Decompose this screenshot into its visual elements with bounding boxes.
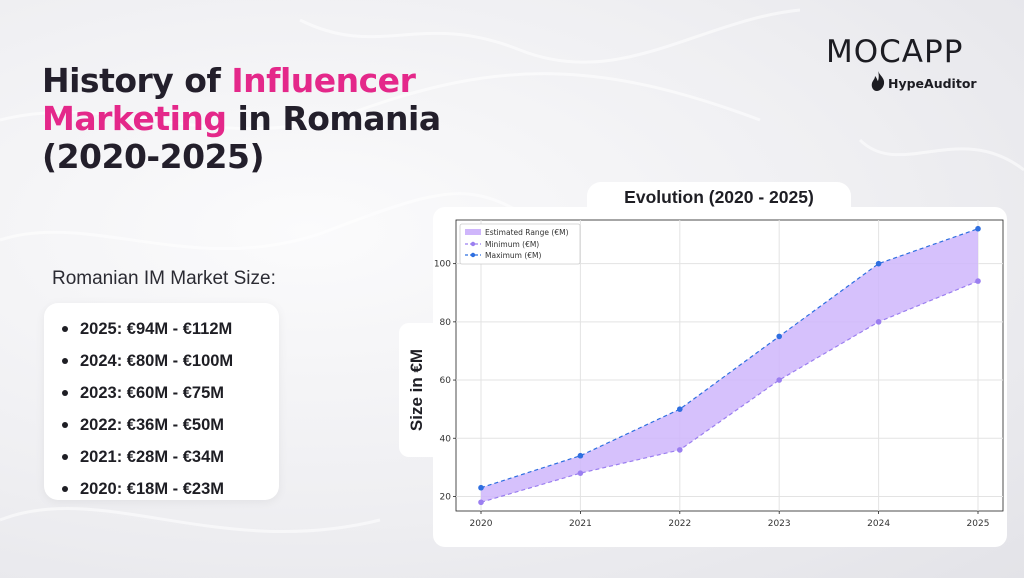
plot-frame bbox=[455, 219, 1004, 512]
maximum-series-point bbox=[975, 225, 981, 232]
brand-logo: MOCAPP HypeAuditor bbox=[822, 32, 982, 96]
x-tick-label: 2024 bbox=[867, 519, 890, 529]
minimum-series-point bbox=[975, 278, 981, 284]
maximum-series-point bbox=[577, 452, 584, 459]
minimum-series-point bbox=[577, 470, 584, 476]
x-tick-label: 2022 bbox=[668, 519, 691, 529]
chart-title: Evolution (2020 - 2025) bbox=[624, 187, 814, 207]
legend-marker-max bbox=[470, 252, 476, 258]
maximum-series-line bbox=[480, 228, 979, 489]
logo-wordmark: MOCAPP bbox=[826, 34, 964, 70]
title-highlight: Marketing bbox=[42, 99, 227, 138]
x-tick-label: 2025 bbox=[967, 519, 990, 529]
list-item: 2022: €36M - €50M bbox=[62, 409, 279, 441]
market-size-list: 2025: €94M - €112M 2024: €80M - €100M 20… bbox=[44, 303, 279, 505]
flame-icon bbox=[871, 71, 885, 91]
y-tick-label: 60 bbox=[440, 376, 452, 386]
title-highlight: Influencer bbox=[231, 61, 416, 100]
list-item: 2021: €28M - €34M bbox=[62, 441, 279, 473]
market-size-card: 2025: €94M - €112M 2024: €80M - €100M 20… bbox=[44, 303, 279, 500]
x-tick-label: 2023 bbox=[768, 519, 791, 529]
bullet-icon bbox=[62, 454, 68, 460]
ylabel-background bbox=[399, 323, 435, 457]
logo-subtitle: HypeAuditor bbox=[888, 76, 977, 91]
y-axis-label: Size in €M bbox=[407, 348, 426, 432]
bullet-icon bbox=[62, 390, 68, 396]
bullet-icon bbox=[62, 326, 68, 332]
bullet-icon bbox=[62, 358, 68, 364]
market-size-label: Romanian IM Market Size: bbox=[52, 268, 276, 289]
legend-label: Estimated Range (€M) bbox=[485, 228, 569, 237]
x-tick-label: 2020 bbox=[470, 519, 493, 529]
y-tick-label: 20 bbox=[440, 492, 452, 502]
range-band bbox=[481, 228, 978, 503]
list-item: 2024: €80M - €100M bbox=[62, 345, 279, 377]
maximum-series-point bbox=[776, 333, 782, 340]
list-item: 2025: €94M - €112M bbox=[62, 313, 279, 345]
bullet-icon bbox=[62, 486, 68, 492]
legend-label: Maximum (€M) bbox=[485, 251, 542, 260]
x-tick-label: 2021 bbox=[569, 519, 592, 529]
maximum-series-point bbox=[478, 484, 484, 491]
legend-label: Minimum (€M) bbox=[485, 240, 539, 249]
list-item: 2020: €18M - €23M bbox=[62, 473, 279, 505]
legend-marker-min bbox=[470, 241, 476, 247]
y-tick-label: 40 bbox=[440, 434, 452, 444]
minimum-series-point bbox=[875, 319, 882, 325]
legend-swatch-band bbox=[465, 229, 481, 235]
maximum-series-point bbox=[677, 406, 683, 412]
y-tick-label: 100 bbox=[434, 260, 451, 270]
list-item: 2023: €60M - €75M bbox=[62, 377, 279, 409]
minimum-series-point bbox=[677, 447, 683, 453]
bullet-icon bbox=[62, 422, 68, 428]
page-title: History of Influencer Marketing in Roman… bbox=[42, 61, 441, 176]
y-tick-label: 80 bbox=[440, 318, 452, 328]
legend-box bbox=[459, 223, 581, 265]
minimum-series-line bbox=[480, 280, 979, 503]
minimum-series-point bbox=[776, 377, 782, 383]
chart: 20 40 60 80 100 2020 2021 2022 2023 2024 2025 Estim… bbox=[434, 219, 1004, 529]
minimum-series-point bbox=[478, 499, 484, 506]
maximum-series-point bbox=[875, 260, 882, 267]
